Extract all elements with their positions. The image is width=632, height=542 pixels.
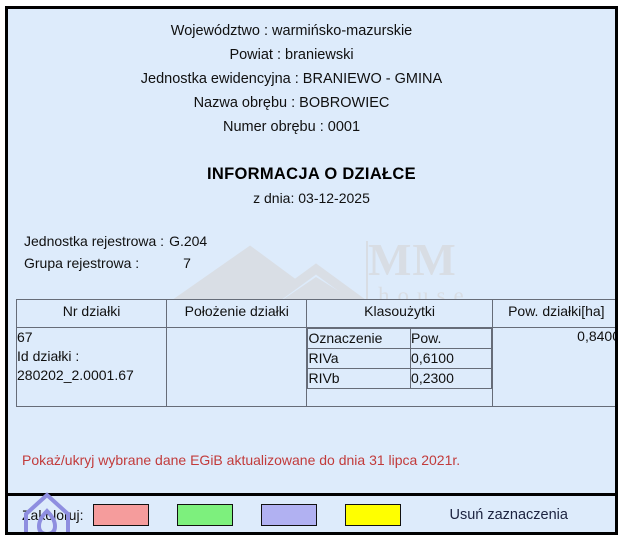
column-header-klasouzytki: Klasoużytki bbox=[306, 299, 493, 328]
parcel-id-value: 280202_2.0001.67 bbox=[17, 367, 134, 383]
header-line-wojewodztwo: Województwo : warmińsko-mazurskie bbox=[170, 23, 413, 39]
header-line-nazwa-obrebu: Nazwa obrębu : BOBROWIEC bbox=[193, 95, 390, 111]
registry-unit-value: G.204 bbox=[169, 233, 208, 249]
parcel-table: Nr działki Położenie działki Klasoużytki… bbox=[15, 299, 615, 407]
header-line-jednostka-ewidencyjna: Jednostka ewidencyjna : BRANIEWO - GMINA bbox=[140, 71, 443, 87]
registry-group-row: Grupa rejestrowa : 7 bbox=[24, 252, 207, 274]
colorbar-divider-bottom bbox=[8, 534, 615, 535]
parcel-number: 67 bbox=[17, 329, 33, 345]
parcel-table-header-row: Nr działki Położenie działki Klasoużytki… bbox=[15, 299, 615, 328]
parcel-id-label: Id działki : bbox=[17, 348, 80, 364]
header-line-numer-obrebu: Numer obrębu : 0001 bbox=[222, 119, 361, 135]
table-row[interactable]: 67 Id działki : 280202_2.0001.67 Oznacze… bbox=[15, 327, 615, 407]
color-swatch-red[interactable] bbox=[93, 504, 150, 526]
subheader-oznaczenie: Oznaczenie bbox=[307, 328, 412, 349]
cell-nr-dzialki: 67 Id działki : 280202_2.0001.67 bbox=[15, 327, 168, 407]
column-header-pow-dzialki: Pow. działki[ha] bbox=[491, 299, 615, 328]
klasouzytki-pow: 0,6100 bbox=[410, 348, 492, 369]
color-swatch-green[interactable] bbox=[177, 504, 234, 526]
header-line-powiat: Powiat : braniewski bbox=[229, 47, 354, 63]
page-title: INFORMACJA O DZIAŁCE bbox=[207, 165, 416, 183]
parcel-table-body: 67 Id działki : 280202_2.0001.67 Oznacze… bbox=[15, 327, 615, 407]
registry-info: Jednostka rejestrowa : G.204 Grupa rejes… bbox=[24, 230, 207, 274]
watermark-mm-text: MM bbox=[368, 234, 457, 285]
klasouzytki-oznaczenie: RIVa bbox=[307, 348, 412, 369]
colorbar-divider-top bbox=[8, 493, 615, 496]
registry-unit-label: Jednostka rejestrowa : bbox=[24, 233, 165, 249]
klasouzytki-row: RIVa 0,6100 bbox=[307, 348, 492, 369]
colorbar-label: Zakoloruj: bbox=[22, 507, 84, 523]
klasouzytki-subtable: Oznaczenie Pow. RIVa 0,6100 RIVb 0,2300 bbox=[307, 328, 492, 389]
klasouzytki-row: RIVb 0,2300 bbox=[307, 368, 492, 389]
watermark-divider bbox=[366, 241, 368, 303]
location-header: Województwo : warmińsko-mazurskie Powiat… bbox=[8, 19, 615, 139]
color-swatch-yellow[interactable] bbox=[345, 504, 402, 526]
column-header-nr-dzialki: Nr działki bbox=[15, 299, 168, 328]
document-page: MM house Województwo : warmińsko-mazursk… bbox=[5, 6, 618, 535]
color-swatch-violet[interactable] bbox=[261, 504, 318, 526]
color-toolbar: Zakoloruj: Usuń zaznaczenia bbox=[8, 496, 615, 532]
clear-selection-link[interactable]: Usuń zaznaczenia bbox=[449, 507, 568, 523]
registry-group-value: 7 bbox=[183, 255, 191, 271]
cell-pow-dzialki: 0,8400 bbox=[491, 327, 615, 407]
column-header-polozenie: Położenie działki bbox=[166, 299, 308, 328]
cell-polozenie bbox=[166, 327, 308, 407]
subheader-pow: Pow. bbox=[410, 328, 492, 349]
registry-unit-row: Jednostka rejestrowa : G.204 bbox=[24, 230, 207, 252]
klasouzytki-pow: 0,2300 bbox=[410, 368, 492, 389]
cell-klasouzytki: Oznaczenie Pow. RIVa 0,6100 RIVb 0,2300 bbox=[306, 327, 493, 407]
registry-group-label: Grupa rejestrowa : bbox=[24, 255, 140, 271]
title-block: INFORMACJA O DZIAŁCE z dnia: 03-12-2025 bbox=[8, 165, 615, 206]
klasouzytki-subheader-row: Oznaczenie Pow. bbox=[307, 328, 492, 349]
toggle-egib-data-link[interactable]: Pokaż/ukryj wybrane dane EGiB aktualizow… bbox=[22, 452, 461, 468]
document-date: z dnia: 03-12-2025 bbox=[253, 190, 370, 206]
klasouzytki-oznaczenie: RIVb bbox=[307, 368, 412, 389]
parcel-table-head: Nr działki Położenie działki Klasoużytki… bbox=[15, 299, 615, 328]
